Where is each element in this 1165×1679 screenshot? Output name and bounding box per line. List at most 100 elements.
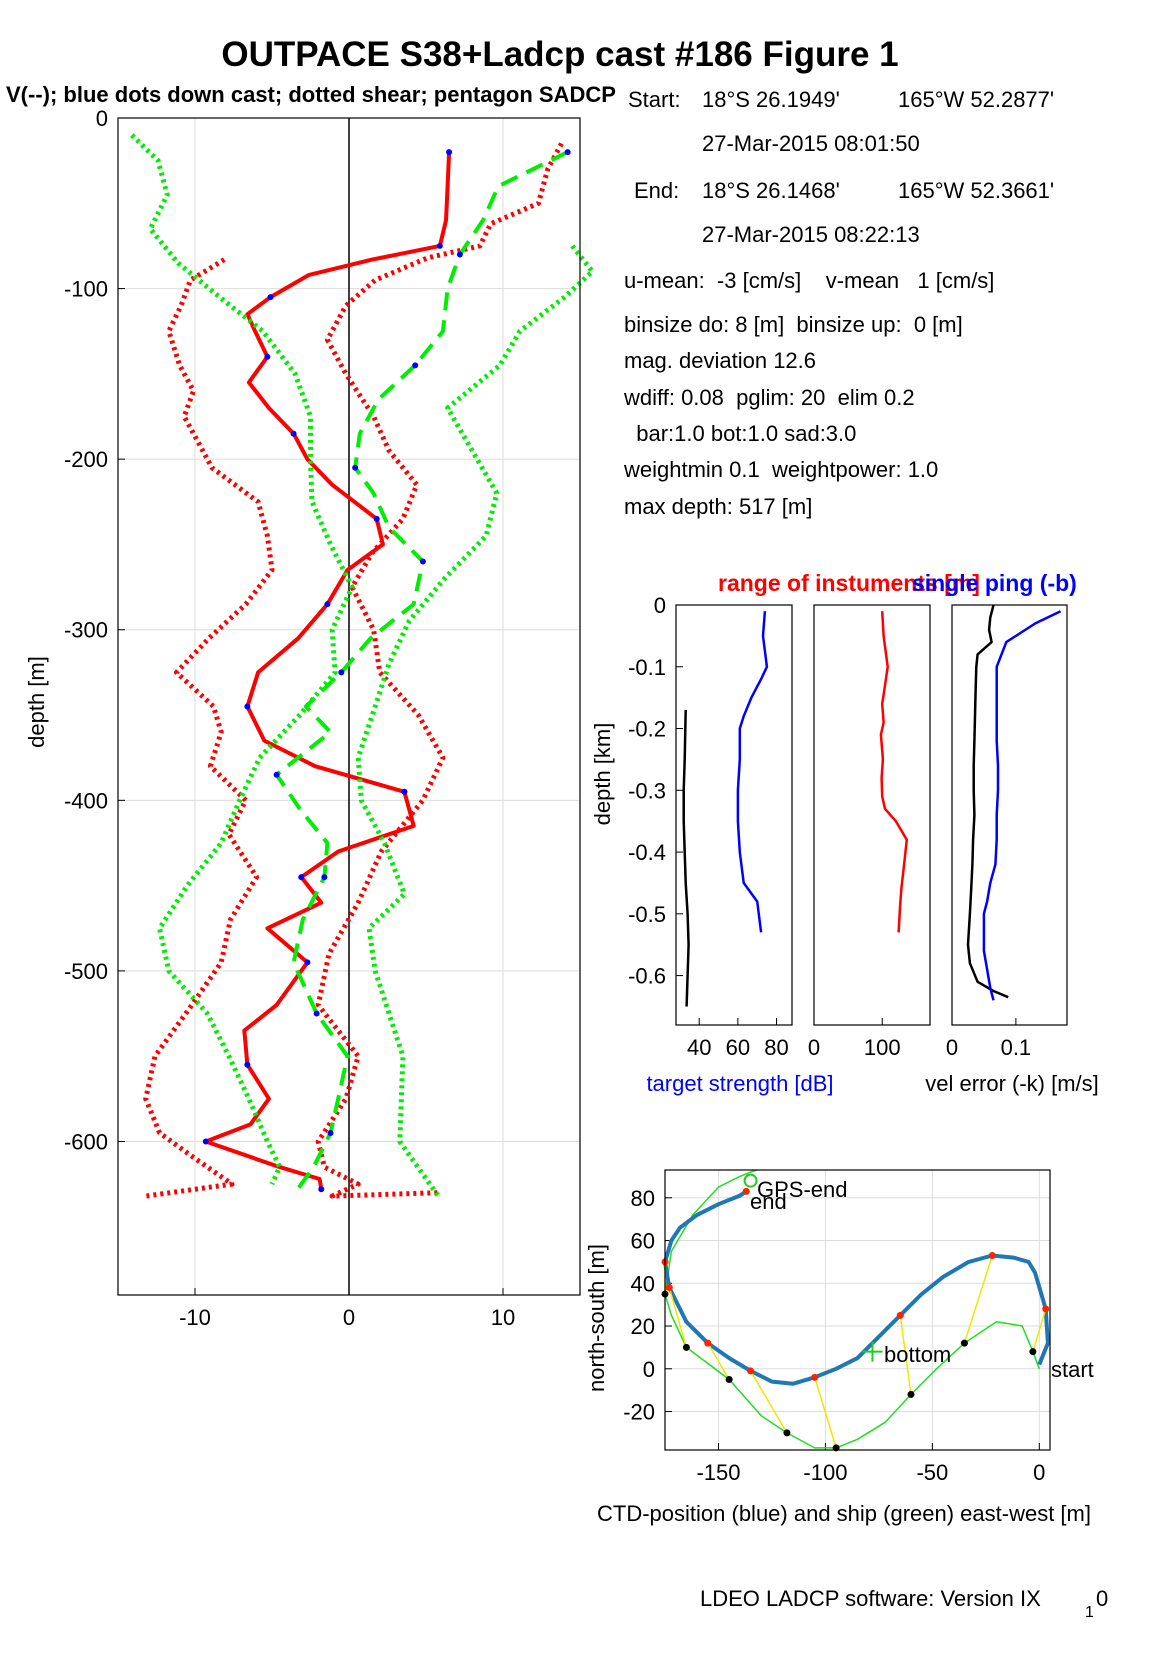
gps-end-marker	[743, 1173, 758, 1188]
downcast-dot	[327, 1129, 334, 1136]
downcast-dot	[318, 1186, 325, 1193]
range-plot: 0 100	[808, 604, 931, 1060]
x-tick-label: 0.1	[1001, 1035, 1032, 1060]
position-connector	[963, 1255, 993, 1344]
x-tick-label: 80	[764, 1035, 788, 1060]
y-tick-label: -0.3	[628, 778, 666, 803]
x-tick-label: -10	[179, 1305, 211, 1330]
downcast-dot	[564, 149, 571, 156]
series-line-target-strength-black	[682, 709, 690, 1007]
downcast-dot	[419, 558, 426, 565]
velocity-plot-frame	[117, 117, 581, 1296]
depth-m-ylabel: depth [m]	[24, 656, 49, 748]
downcast-dot	[267, 294, 274, 301]
g-err-frame	[951, 604, 1068, 1026]
y-tick-label: -0.6	[628, 964, 666, 989]
y-tick-label: -0.1	[628, 655, 666, 680]
y-tick-label: 60	[631, 1229, 655, 1254]
position-plot: -150 -100 -50 0 80 60 40 20 0 -20	[623, 1169, 1051, 1485]
ship-marker	[725, 1375, 733, 1383]
y-tick-label: -400	[64, 788, 108, 813]
info-line: binsize do: 8 [m] binsize up: 0 [m]	[624, 312, 963, 337]
downcast-dot	[446, 149, 453, 156]
ship-marker	[682, 1343, 690, 1351]
y-tick-label: -0.4	[628, 840, 666, 865]
range-title: range of instuments [m]	[718, 570, 980, 596]
downcast-dot	[321, 874, 328, 881]
series-line-v-dotted-left	[130, 133, 355, 1186]
position-connector	[749, 1370, 788, 1434]
position-connector	[668, 1287, 688, 1348]
x-tick-label: 0	[1033, 1460, 1045, 1485]
x-tick-label: 0	[343, 1305, 355, 1330]
downcast-dot	[298, 874, 305, 881]
downcast-dot	[244, 1061, 251, 1068]
downcast-dot	[324, 601, 331, 608]
target-strength-xlabel: target strength [dB]	[646, 1071, 833, 1096]
footer-subscript: 1	[1085, 1604, 1094, 1621]
info-line: u-mean: -3 [cm/s] v-mean 1 [cm/s]	[624, 268, 994, 293]
y-tick-label: -20	[623, 1400, 655, 1425]
position-connector	[1032, 1308, 1047, 1352]
end-marker	[742, 1187, 750, 1195]
downcast-dot	[290, 430, 297, 437]
figure-title: OUTPACE S38+Ladcp cast #186 Figure 1	[221, 35, 898, 74]
series-line-u-dotted-right	[315, 142, 564, 1199]
footer-tail: 0	[1096, 1586, 1108, 1611]
start-time: 27-Mar-2015 08:01:50	[702, 131, 920, 156]
start-label: Start:	[628, 87, 681, 112]
series-line-u	[203, 152, 452, 1190]
y-tick-label: -200	[64, 447, 108, 472]
position-connector	[707, 1342, 730, 1380]
info-line: bar:1.0 bot:1.0 sad:3.0	[624, 421, 856, 446]
g-range-frame	[813, 604, 931, 1026]
info-line: mag. deviation 12.6	[624, 348, 816, 373]
y-tick-label: -100	[64, 277, 108, 302]
velocity-profile-plot: -10 0 100-100-200-300-400-500-600	[64, 106, 595, 1330]
y-tick-label: 0	[643, 1357, 655, 1382]
y-tick-label: 80	[631, 1186, 655, 1211]
downcast-dot	[412, 362, 419, 369]
ctd-marker	[704, 1339, 712, 1347]
y-tick-label: -300	[64, 618, 108, 643]
single-ping-title: single ping (-b)	[912, 570, 1077, 596]
series-line-target-strength	[736, 611, 769, 933]
end-label: End:	[634, 178, 679, 203]
y-tick-label: 0	[96, 106, 108, 131]
position-plot-frame	[664, 1169, 1051, 1451]
series-line-range	[879, 611, 909, 933]
ctd-marker	[747, 1367, 755, 1375]
x-tick-label: 10	[491, 1305, 515, 1330]
end-latitude: 18°S 26.1468'	[702, 178, 840, 203]
position-ylabel: north-south [m]	[584, 1244, 609, 1392]
ctd-marker	[988, 1251, 996, 1259]
info-line: weightmin 0.1 weightpower: 1.0	[623, 457, 938, 482]
start-longitude: 165°W 52.2877'	[898, 87, 1054, 112]
downcast-dot	[264, 353, 271, 360]
y-tick-label: 40	[631, 1271, 655, 1296]
position-xlabel: CTD-position (blue) and ship (green) eas…	[597, 1501, 1091, 1526]
series-line-single-ping	[982, 610, 1062, 1001]
start-label-map: start	[1051, 1357, 1094, 1382]
ctd-marker	[811, 1373, 819, 1381]
series-line-v-dotted-right	[355, 244, 595, 1198]
series-line-vel-error	[966, 604, 1009, 999]
downcast-dot	[456, 251, 463, 258]
info-line: max depth: 517 [m]	[624, 494, 812, 519]
x-tick-label: 0	[808, 1035, 820, 1060]
downcast-dot	[373, 515, 380, 522]
target-strength-plot: 40 60 80 0 -0.1 -0.2 -0.3 -0.4 -0.5 -0.6	[628, 593, 793, 1060]
x-tick-label: -100	[803, 1460, 847, 1485]
end-label-map: end	[750, 1189, 787, 1214]
end-longitude: 165°W 52.3661'	[898, 178, 1054, 203]
bottom-label: bottom	[884, 1342, 951, 1367]
ctd-marker	[665, 1284, 673, 1292]
ship-marker	[960, 1339, 968, 1347]
downcast-dot	[352, 464, 359, 471]
info-line: wdiff: 0.08 pglim: 20 elim 0.2	[623, 385, 915, 410]
velocity-error-plot: 0 0.1	[946, 604, 1068, 1060]
position-connector	[814, 1377, 837, 1449]
ctd-marker	[896, 1311, 904, 1319]
